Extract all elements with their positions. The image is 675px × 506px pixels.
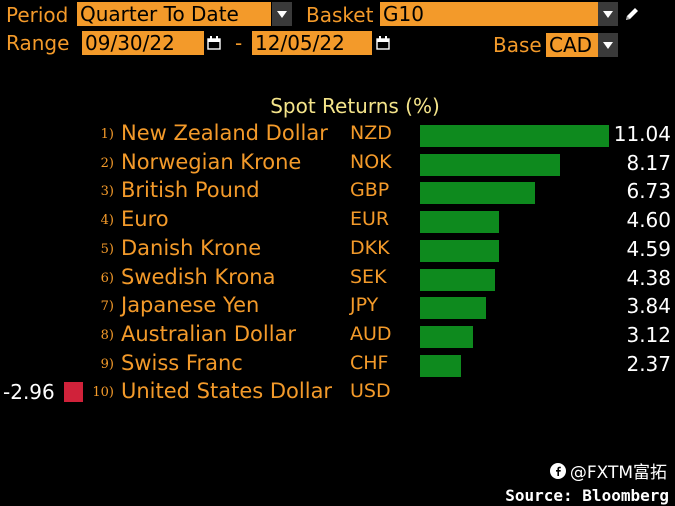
row-currency-code: AUD [350,322,392,345]
base-label: Base [493,33,542,57]
row-currency-code: SEK [350,265,387,288]
row-currency-code: USD [350,380,391,403]
row-rank: 5) [100,241,114,257]
data-label: 3.84 [626,294,671,319]
data-label: 4.38 [626,265,671,290]
data-label: -2.96 [3,380,55,405]
calendar-icon [376,36,390,50]
bar [420,297,486,320]
edit-button[interactable] [622,2,642,26]
row-currency-name: Euro [121,207,169,232]
data-label: 11.04 [613,122,671,146]
row-currency-name: Danish Krone [121,235,262,260]
brand-watermark: @FXTM富拓 [549,458,667,483]
row-rank: 7) [100,299,114,315]
bar [420,125,609,147]
bar [420,211,499,234]
range-end-calendar-button[interactable] [373,31,393,55]
row-currency-name: Norwegian Krone [121,149,302,174]
data-label: 8.17 [626,150,671,175]
chevron-down-icon [603,10,613,18]
data-label: 4.59 [626,236,671,261]
bar [420,354,461,377]
data-label: 2.37 [626,351,671,376]
chevron-down-icon [277,10,287,18]
bar [420,153,560,176]
row-currency-name: Swiss Franc [121,350,243,375]
period-dropdown-button[interactable] [272,2,292,26]
row-currency-name: Japanese Yen [121,293,260,318]
row-rank: 8) [100,327,114,343]
row-currency-code: GBP [350,179,390,202]
range-start-field[interactable]: 09/30/22 [82,31,204,55]
range-label: Range [6,31,70,55]
row-currency-code: NOK [350,150,392,173]
row-currency-name: United States Dollar [121,379,333,404]
row-currency-name: New Zealand Dollar [121,121,328,145]
row-rank: 10) [92,385,114,401]
facebook-icon [549,462,566,479]
row-currency-code: JPY [350,294,379,317]
data-label: 4.60 [626,208,671,233]
range-end-field[interactable]: 12/05/22 [252,31,372,55]
bar [64,382,83,403]
brand-text: @FXTM富拓 [569,463,667,483]
row-currency-name: Swedish Krona [121,264,276,289]
row-rank: 9) [100,356,114,372]
base-dropdown-button[interactable] [598,33,618,57]
row-rank: 4) [100,213,114,229]
data-label: 6.73 [626,179,671,204]
row-rank: 6) [100,270,114,286]
row-rank: 2) [100,155,114,171]
bar [420,268,495,291]
pencil-icon [626,8,638,20]
row-currency-name: Australian Dollar [121,321,297,346]
bar [420,239,499,262]
row-currency-code: DKK [350,236,390,259]
bar [420,325,473,348]
range-separator: - [235,31,243,55]
row-currency-code: EUR [350,208,390,231]
base-field[interactable]: CAD [546,33,598,57]
basket-dropdown-button[interactable] [598,2,618,26]
data-label: 3.12 [626,322,671,347]
chevron-down-icon [603,41,613,49]
bar [420,182,535,205]
row-currency-code: CHF [350,351,389,374]
row-rank: 3) [100,184,114,200]
calendar-icon [207,36,221,50]
range-start-calendar-button[interactable] [204,31,224,55]
row-currency-code: NZD [350,122,392,144]
period-field[interactable]: Quarter To Date [77,2,271,26]
period-label: Period [6,3,69,27]
row-rank: 1) [100,127,114,142]
chart-title: Spot Returns (%) [270,94,440,118]
row-currency-name: British Pound [121,178,260,203]
basket-field[interactable]: G10 [380,2,598,26]
source-text: Source: Bloomberg [505,486,669,505]
basket-label: Basket [306,3,374,27]
